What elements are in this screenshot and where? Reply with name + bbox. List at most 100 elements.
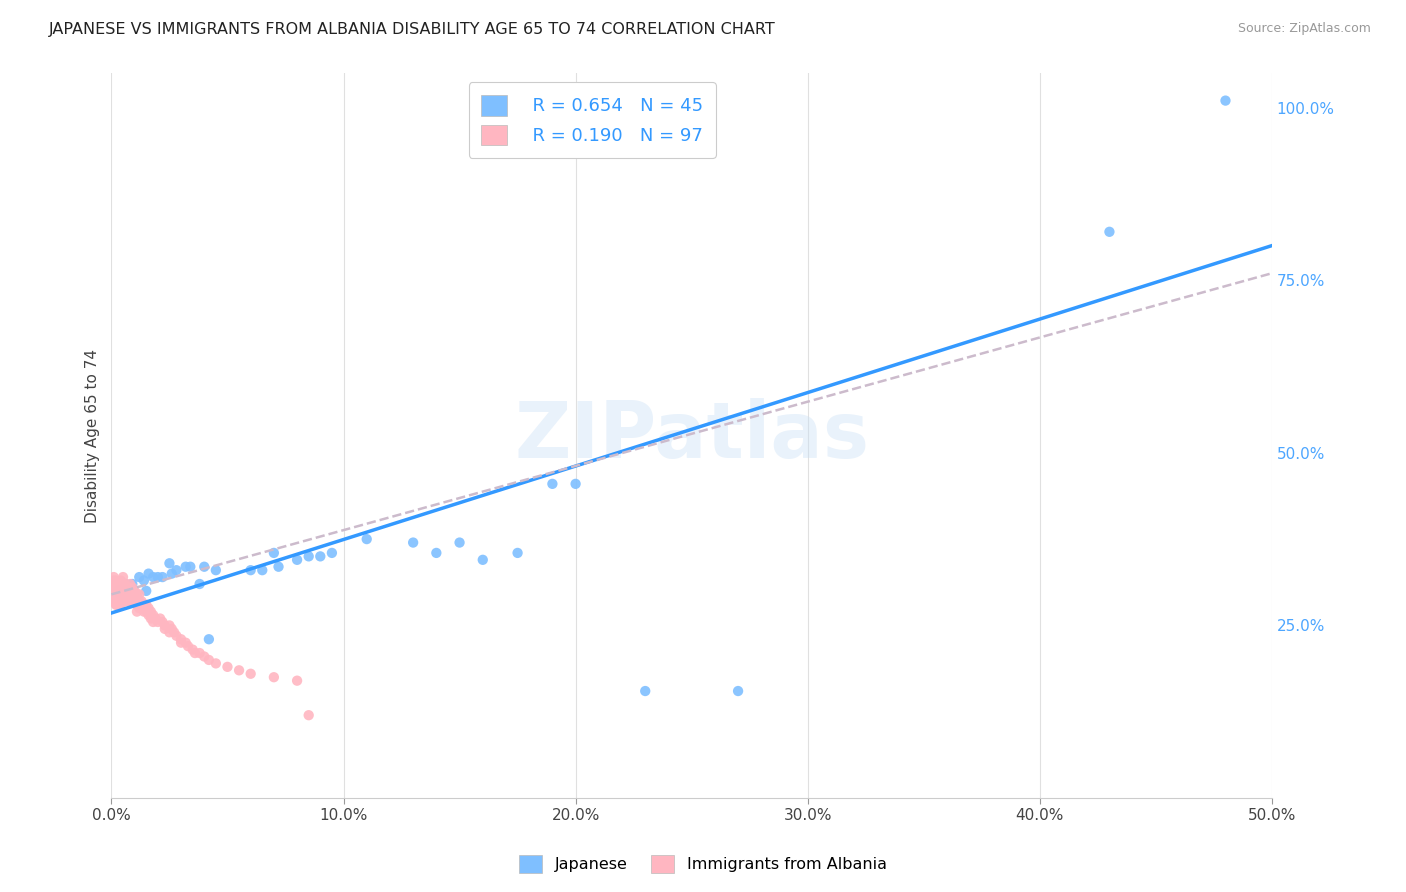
Point (142, 615, 165, 629)
Legend: Japanese, Immigrants from Albania: Japanese, Immigrants from Albania (513, 848, 893, 880)
Point (205, 657, 228, 671)
Point (252, 563, 274, 577)
Point (263, 670, 285, 684)
Y-axis label: Disability Age 65 to 74: Disability Age 65 to 74 (86, 349, 100, 523)
Point (103, 581, 125, 595)
Point (105, 574, 128, 588)
Point (152, 615, 174, 629)
Point (727, 684, 749, 698)
Point (110, 594, 132, 608)
Point (198, 632, 221, 647)
Point (634, 684, 657, 698)
Point (159, 618, 181, 632)
Point (170, 636, 193, 650)
Point (142, 570, 165, 584)
Point (124, 587, 146, 601)
Point (471, 553, 494, 567)
Point (402, 535, 425, 549)
Point (170, 632, 193, 647)
Point (138, 608, 160, 623)
Point (107, 594, 129, 608)
Point (205, 563, 228, 577)
Point (177, 639, 200, 653)
Point (105, 581, 128, 595)
Point (105, 598, 128, 612)
Point (267, 559, 290, 574)
Point (285, 673, 308, 688)
Point (153, 622, 176, 636)
Point (107, 581, 129, 595)
Point (107, 583, 129, 598)
Point (139, 605, 162, 619)
Point (111, 577, 134, 591)
Point (174, 559, 197, 574)
Point (285, 553, 308, 567)
Point (165, 563, 187, 577)
Point (114, 587, 136, 601)
Point (105, 587, 128, 601)
Point (114, 581, 136, 595)
Point (506, 546, 529, 560)
Point (135, 598, 157, 612)
Point (110, 574, 132, 588)
Point (117, 587, 139, 601)
Point (239, 563, 262, 577)
Point (125, 587, 148, 601)
Point (193, 559, 215, 574)
Point (138, 601, 160, 615)
Point (103, 574, 125, 588)
Point (100, 594, 122, 608)
Point (111, 594, 134, 608)
Point (105, 577, 128, 591)
Point (160, 622, 183, 636)
Point (541, 476, 564, 491)
Point (165, 629, 187, 643)
Point (118, 594, 141, 608)
Point (132, 598, 155, 612)
Point (125, 605, 148, 619)
Point (105, 594, 128, 608)
Point (110, 587, 132, 601)
Point (298, 549, 321, 564)
Text: JAPANESE VS IMMIGRANTS FROM ALBANIA DISABILITY AGE 65 TO 74 CORRELATION CHART: JAPANESE VS IMMIGRANTS FROM ALBANIA DISA… (49, 22, 776, 37)
Point (124, 583, 146, 598)
Point (107, 591, 129, 605)
Point (105, 587, 128, 601)
Point (239, 666, 262, 681)
Point (103, 591, 125, 605)
Point (198, 653, 221, 667)
Point (146, 570, 169, 584)
Point (118, 583, 141, 598)
Point (121, 577, 143, 591)
Point (128, 601, 150, 615)
Point (128, 594, 150, 608)
Point (132, 605, 155, 619)
Point (118, 591, 141, 605)
Point (1098, 225, 1121, 239)
Point (118, 587, 141, 601)
Point (356, 532, 378, 546)
Point (228, 663, 250, 677)
Point (111, 594, 134, 608)
Point (135, 583, 157, 598)
Point (152, 570, 174, 584)
Point (124, 587, 146, 601)
Point (174, 636, 197, 650)
Point (110, 577, 132, 591)
Point (110, 598, 132, 612)
Text: Source: ZipAtlas.com: Source: ZipAtlas.com (1237, 22, 1371, 36)
Point (125, 598, 148, 612)
Point (321, 546, 343, 560)
Point (149, 611, 172, 625)
Point (184, 646, 207, 660)
Point (1215, 94, 1237, 108)
Point (449, 535, 471, 549)
Point (564, 476, 586, 491)
Point (135, 605, 157, 619)
Point (309, 549, 332, 564)
Point (117, 581, 139, 595)
Point (153, 618, 176, 632)
Point (188, 646, 211, 660)
Point (121, 581, 143, 595)
Point (114, 577, 136, 591)
